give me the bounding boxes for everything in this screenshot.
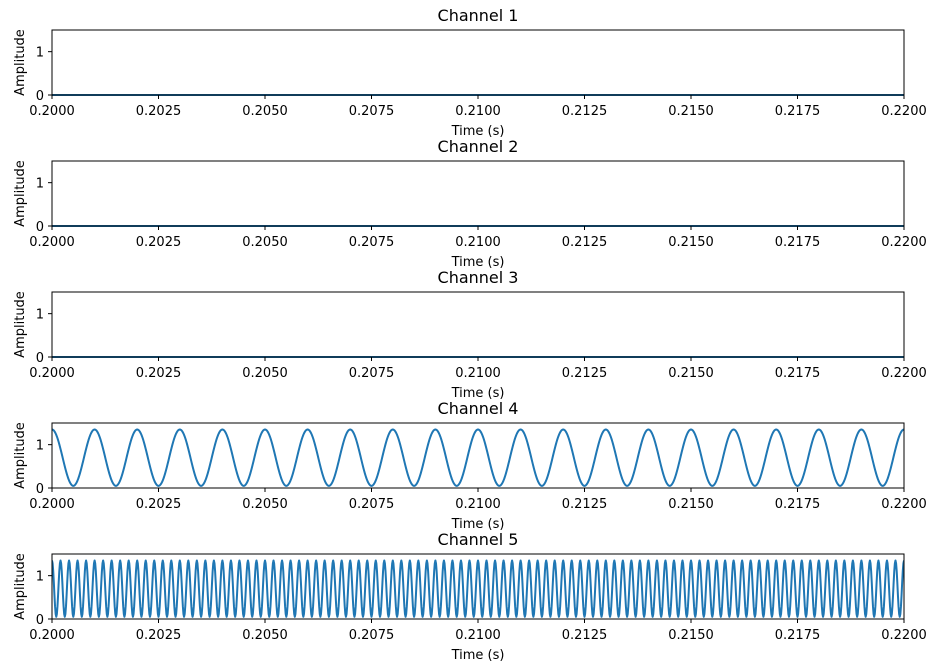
subplot-title: Channel 5: [438, 530, 519, 549]
x-tick-label: 0.2150: [668, 628, 714, 643]
x-tick-label: 0.2000: [29, 497, 75, 512]
x-tick-label: 0.2000: [29, 104, 75, 119]
x-tick-label: 0.2050: [242, 366, 288, 381]
x-tick-label: 0.2125: [562, 235, 608, 250]
x-tick-label: 0.2200: [881, 235, 927, 250]
x-tick-label: 0.2150: [668, 366, 714, 381]
subplot-title: Channel 1: [438, 6, 519, 25]
subplot-title: Channel 3: [438, 268, 519, 287]
subplot-title: Channel 4: [438, 399, 519, 418]
x-axis-label: Time (s): [451, 255, 505, 270]
x-tick-label: 0.2025: [136, 235, 182, 250]
x-tick-label: 0.2200: [881, 628, 927, 643]
y-axis-label: Amplitude: [13, 553, 28, 620]
x-tick-label: 0.2125: [562, 497, 608, 512]
x-tick-label: 0.2000: [29, 366, 75, 381]
x-tick-label: 0.2100: [455, 366, 501, 381]
y-tick-label: 0: [36, 351, 44, 366]
x-tick-label: 0.2175: [775, 235, 821, 250]
x-tick-label: 0.2150: [668, 235, 714, 250]
x-tick-label: 0.2100: [455, 497, 501, 512]
x-tick-label: 0.2200: [881, 104, 927, 119]
x-tick-label: 0.2050: [242, 628, 288, 643]
x-axis-label: Time (s): [451, 517, 505, 532]
x-tick-label: 0.2150: [668, 497, 714, 512]
y-tick-label: 0: [36, 482, 44, 497]
y-tick-label: 1: [36, 177, 44, 192]
y-axis-label: Amplitude: [13, 160, 28, 227]
subplot-4: Channel 4 0.2000 0.2025 0.2050 0.2075 0.2100 0…: [13, 399, 927, 532]
x-tick-label: 0.2125: [562, 104, 608, 119]
series-line: [52, 559, 904, 618]
x-tick-label: 0.2100: [455, 235, 501, 250]
x-tick-label: 0.2075: [349, 366, 395, 381]
x-tick-label: 0.2050: [242, 104, 288, 119]
x-tick-label: 0.2175: [775, 104, 821, 119]
x-tick-label: 0.2175: [775, 497, 821, 512]
x-tick-label: 0.2150: [668, 104, 714, 119]
y-tick-label: 1: [36, 439, 44, 454]
y-tick-label: 1: [36, 308, 44, 323]
x-tick-label: 0.2000: [29, 235, 75, 250]
subplot-2: Channel 2 0.2000 0.2025 0.2050 0.2075 0.2100 0…: [13, 137, 927, 270]
x-tick-label: 0.2125: [562, 366, 608, 381]
subplot-3: Channel 3 0.2000 0.2025 0.2050 0.2075 0.2100 0…: [13, 268, 927, 401]
subplot-1: Channel 1 0.2000 0.2025 0.2050 0.2075 0.2100 0…: [13, 6, 927, 139]
x-tick-label: 0.2175: [775, 628, 821, 643]
x-tick-label: 0.2100: [455, 104, 501, 119]
x-tick-label: 0.2025: [136, 497, 182, 512]
x-tick-label: 0.2175: [775, 366, 821, 381]
x-tick-label: 0.2200: [881, 366, 927, 381]
x-tick-label: 0.2025: [136, 104, 182, 119]
x-tick-label: 0.2075: [349, 628, 395, 643]
x-tick-label: 0.2025: [136, 366, 182, 381]
series-line: [52, 428, 904, 487]
subplot-5: Channel 5 0.2000 0.2025 0.2050 0.2075 0.2100 0…: [13, 530, 927, 663]
y-tick-label: 1: [36, 46, 44, 61]
subplot-title: Channel 2: [438, 137, 519, 156]
x-tick-label: 0.2075: [349, 104, 395, 119]
y-tick-label: 0: [36, 89, 44, 104]
x-tick-label: 0.2025: [136, 628, 182, 643]
y-axis-label: Amplitude: [13, 291, 28, 358]
x-axis-label: Time (s): [451, 648, 505, 663]
y-tick-label: 0: [36, 613, 44, 628]
x-tick-label: 0.2050: [242, 497, 288, 512]
x-tick-label: 0.2125: [562, 628, 608, 643]
x-axis-label: Time (s): [451, 124, 505, 139]
y-axis-label: Amplitude: [13, 422, 28, 489]
x-tick-label: 0.2100: [455, 628, 501, 643]
y-tick-label: 0: [36, 220, 44, 235]
x-tick-label: 0.2200: [881, 497, 927, 512]
x-tick-label: 0.2075: [349, 497, 395, 512]
y-axis-label: Amplitude: [13, 29, 28, 96]
x-tick-label: 0.2000: [29, 628, 75, 643]
x-tick-label: 0.2050: [242, 235, 288, 250]
y-tick-label: 1: [36, 570, 44, 585]
x-tick-label: 0.2075: [349, 235, 395, 250]
x-axis-label: Time (s): [451, 386, 505, 401]
